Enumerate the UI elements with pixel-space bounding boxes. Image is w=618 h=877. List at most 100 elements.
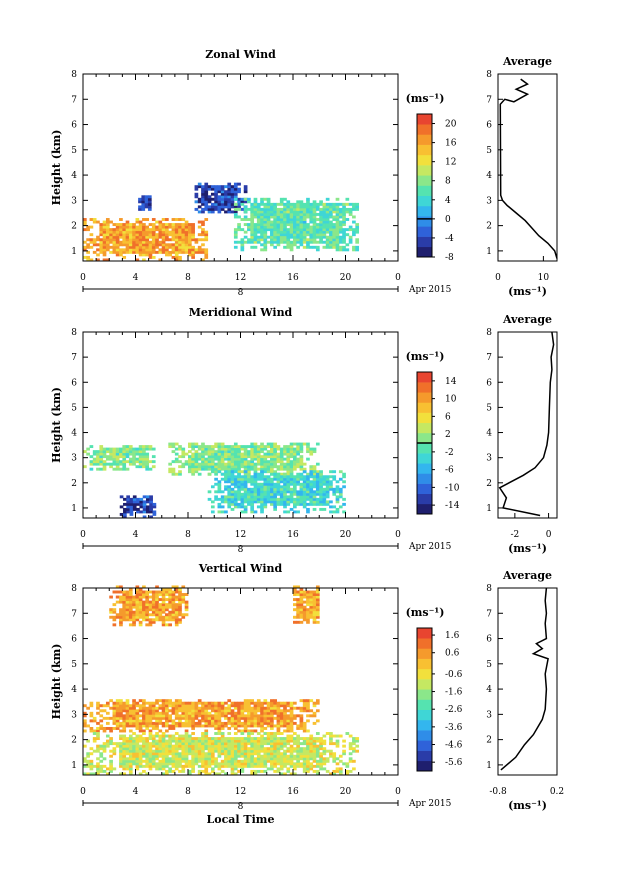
zonal-cell <box>171 235 176 239</box>
vertical-cell <box>309 699 314 703</box>
zonal-cell <box>315 212 320 216</box>
meridional-cell <box>233 457 238 461</box>
zonal-cell <box>250 245 255 249</box>
zonal-cell <box>128 248 133 252</box>
vertical-cell <box>184 706 189 710</box>
vertical-cell <box>132 711 136 715</box>
vertical-cell <box>155 747 159 751</box>
zonal-cell <box>119 233 123 237</box>
meridional-cell <box>263 455 268 459</box>
vertical-cell <box>171 610 176 614</box>
vertical-cell <box>112 709 117 713</box>
meridional-cell <box>286 450 291 454</box>
zonal-cell <box>122 223 127 227</box>
meridional-cell <box>204 447 209 451</box>
meridional-cell <box>224 467 228 471</box>
meridional-cell <box>289 490 294 494</box>
vertical-cell <box>230 754 235 758</box>
meridional-cell <box>293 510 297 514</box>
meridional-cell <box>149 500 153 504</box>
vertical-cell <box>181 598 186 602</box>
vertical-cell <box>151 754 156 758</box>
vertical-cell <box>345 762 350 766</box>
vertical-cell <box>178 721 182 725</box>
vertical-cell <box>233 754 238 758</box>
vertical-cell <box>296 754 300 758</box>
vertical-cell <box>178 701 182 705</box>
vertical-cell <box>96 764 100 768</box>
vertical-cell <box>145 603 150 607</box>
zonal-cell <box>227 192 232 196</box>
vertical-cell <box>155 595 159 599</box>
meridional-cell <box>136 507 140 511</box>
zonal-cb-tick-label: -8 <box>445 253 454 263</box>
vertical-cell <box>92 749 97 753</box>
zonal-cell <box>283 210 287 214</box>
meridional-cell <box>151 455 156 459</box>
vertical-cell <box>309 603 314 607</box>
meridional-cell <box>123 512 127 516</box>
zonal-cell <box>233 192 238 196</box>
meridional-cell <box>240 492 245 496</box>
zonal-cell <box>338 202 343 206</box>
vertical-cell <box>270 739 274 743</box>
meridional-cell <box>204 467 209 471</box>
zonal-cell <box>161 250 166 254</box>
zonal-cell <box>148 250 153 254</box>
zonal-cell <box>256 212 261 216</box>
meridional-cell <box>125 460 130 464</box>
vertical-cell <box>178 769 182 773</box>
vertical-cell <box>302 729 307 733</box>
meridional-cell <box>266 495 271 499</box>
zonal-cell <box>210 205 215 209</box>
zonal-cell <box>174 248 179 252</box>
vertical-cell <box>247 711 251 715</box>
vertical-cell <box>178 605 182 609</box>
vertical-cell <box>293 742 297 746</box>
meridional-cell <box>220 510 225 514</box>
vertical-cell <box>237 742 241 746</box>
vertical-cell <box>293 754 297 758</box>
vertical-cell <box>178 613 182 617</box>
vertical-cell <box>224 754 228 758</box>
zonal-cell <box>141 197 146 201</box>
vertical-cell <box>188 714 192 718</box>
meridional-cell <box>128 457 133 461</box>
vertical-cell <box>237 764 241 768</box>
zonal-cell <box>194 238 199 242</box>
zonal-cell <box>105 238 110 242</box>
zonal-cell <box>352 215 356 219</box>
vertical-cell <box>151 711 156 715</box>
vertical-cell <box>306 739 310 743</box>
zonal-cell <box>204 190 209 194</box>
vertical-cell <box>201 757 205 761</box>
meridional-cell <box>243 460 248 464</box>
vertical-cell <box>243 744 248 748</box>
vertical-cell <box>142 754 146 758</box>
meridional-cell <box>105 455 110 459</box>
vertical-cell <box>296 747 300 751</box>
vertical-cell <box>102 769 107 773</box>
vertical-cell <box>273 716 277 720</box>
meridional-cell <box>247 477 251 481</box>
vertical-cell <box>181 721 186 725</box>
zonal-cell <box>188 238 192 242</box>
meridional-cell <box>230 457 235 461</box>
vertical-cell <box>306 737 310 741</box>
zonal-cell <box>335 248 340 252</box>
zonal-cell <box>325 220 330 224</box>
zonal-cell <box>299 215 304 219</box>
meridional-cell <box>207 445 212 449</box>
vertical-cell <box>128 714 133 718</box>
zonal-cell <box>191 225 195 229</box>
zonal-cell <box>312 215 317 219</box>
zonal-cell <box>322 207 327 211</box>
meridional-cell <box>210 452 215 456</box>
zonal-cell <box>105 235 110 239</box>
zonal-xtick-label: 8 <box>185 273 191 283</box>
zonal-cell <box>119 223 123 227</box>
zonal-cell <box>237 205 241 209</box>
zonal-cell <box>250 223 255 227</box>
zonal-cell <box>342 228 346 232</box>
zonal-cell <box>355 228 360 232</box>
